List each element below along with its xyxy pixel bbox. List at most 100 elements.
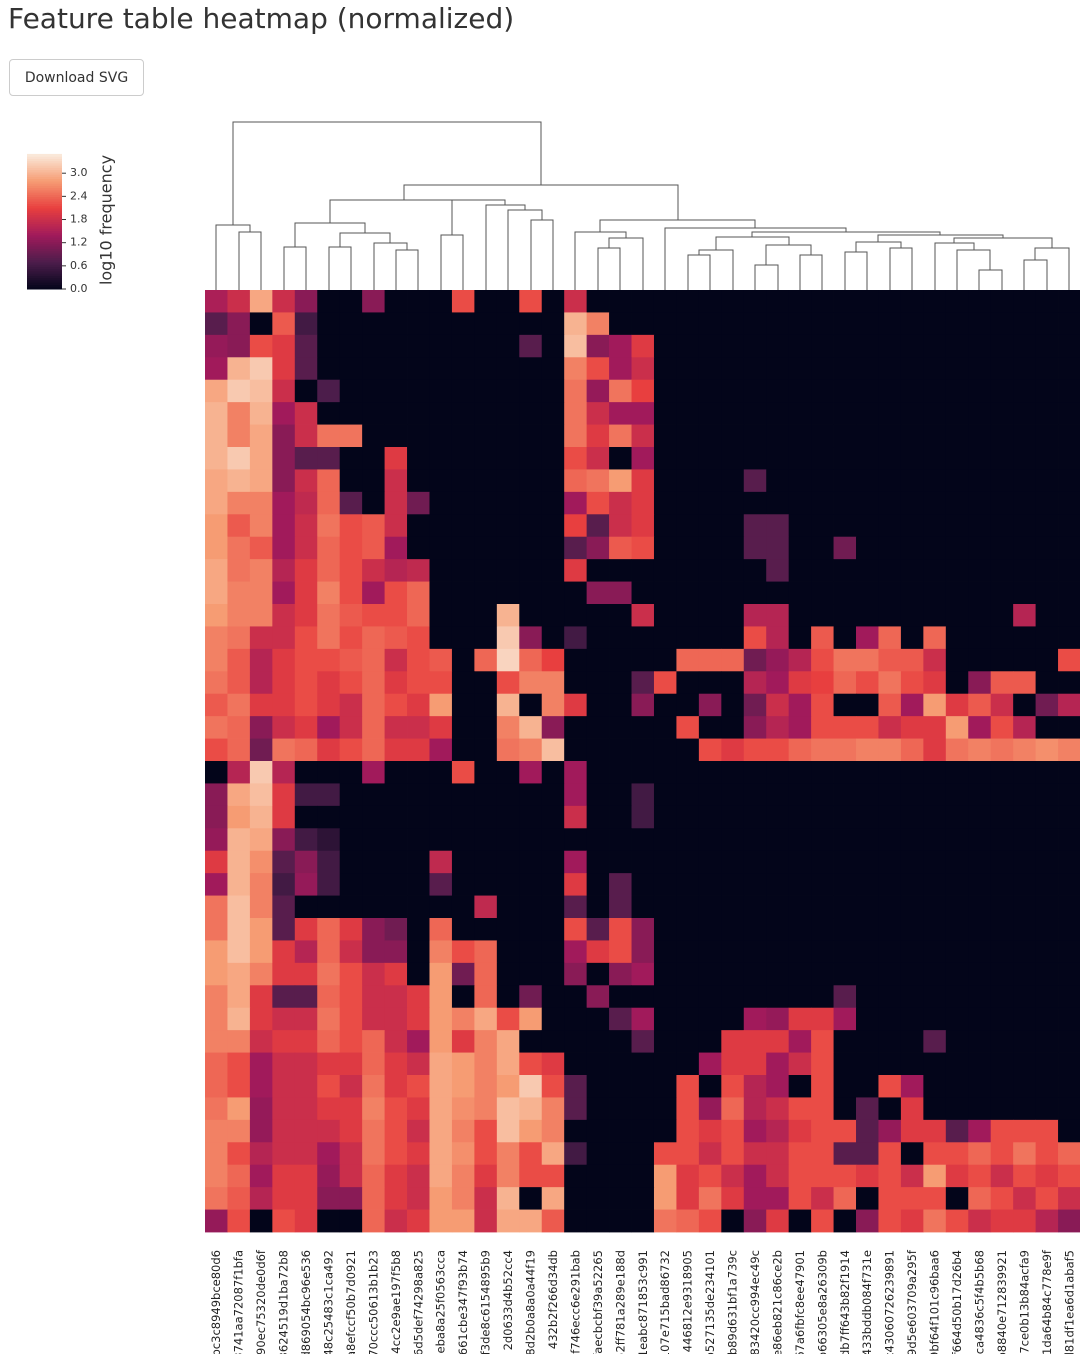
heatmap-cell: [653, 738, 677, 762]
heatmap-cell: [878, 424, 902, 448]
heatmap-cell: [496, 805, 520, 829]
heatmap-cell: [1035, 379, 1059, 403]
heatmap-cell: [362, 895, 385, 919]
heatmap-cell: [496, 290, 520, 313]
heatmap-cell: [676, 828, 700, 852]
heatmap-cell: [878, 805, 902, 829]
heatmap-cell: [609, 873, 632, 896]
heatmap-cell: [811, 379, 834, 403]
heatmap-cell: [496, 873, 520, 896]
heatmap-cell: [631, 761, 655, 784]
heatmap-cell: [721, 1119, 745, 1143]
heatmap-cell: [788, 1164, 812, 1188]
heatmap-cell: [227, 940, 251, 964]
heatmap-cell: [317, 985, 341, 1009]
heatmap-cell: [923, 536, 947, 560]
heatmap-cell: [833, 469, 857, 493]
heatmap-cell: [923, 491, 947, 515]
heatmap-cell: [631, 1209, 655, 1233]
colorbar-segment: [27, 165, 62, 168]
heatmap-cell: [743, 581, 767, 605]
heatmap-cell: [564, 805, 588, 829]
heatmap-cell: [968, 850, 992, 874]
heatmap-cell: [945, 716, 969, 739]
heatmap-cell: [496, 1209, 520, 1233]
heatmap-cell: [564, 334, 588, 358]
heatmap-cell: [384, 1119, 408, 1143]
heatmap-cell: [653, 648, 677, 672]
heatmap-cell: [721, 895, 745, 919]
heatmap-cell: [721, 1142, 745, 1166]
colorbar-segment: [27, 169, 62, 173]
heatmap-cell: [317, 671, 341, 695]
heatmap-cell: [317, 1052, 341, 1076]
heatmap-cell: [900, 312, 924, 336]
heatmap-cell: [205, 1209, 228, 1233]
heatmap-cell: [1013, 334, 1037, 358]
heatmap-cell: [1013, 604, 1037, 627]
heatmap-cell: [564, 514, 588, 538]
heatmap-cell: [541, 290, 565, 313]
heatmap-cell: [676, 1052, 700, 1076]
heatmap-cell: [451, 536, 475, 560]
heatmap-cell: [990, 850, 1014, 874]
heatmap-cell: [294, 514, 318, 538]
heatmap-cell: [631, 1097, 655, 1121]
heatmap-cell: [519, 828, 543, 852]
heatmap-cell: [474, 918, 498, 941]
heatmap-cell: [698, 648, 722, 672]
heatmap-cell: [564, 985, 588, 1009]
heatmap-cell: [1058, 514, 1080, 538]
heatmap-cell: [227, 581, 251, 605]
colorbar-tick-label: 3.0: [70, 166, 88, 179]
heatmap-cell: [900, 985, 924, 1009]
heatmap-cell: [878, 604, 902, 627]
heatmap-cell: [249, 1007, 273, 1031]
heatmap-cell: [519, 357, 543, 381]
heatmap-cell: [407, 1142, 430, 1166]
heatmap-cell: [609, 1164, 632, 1188]
heatmap-cell: [272, 962, 296, 986]
column-label: d81df1ea6d1abaf5: [1062, 1250, 1076, 1354]
heatmap-cell: [923, 1142, 947, 1166]
heatmap-cell: [721, 1052, 745, 1076]
heatmap-cell: [474, 761, 498, 784]
heatmap-cell: [541, 805, 565, 829]
heatmap-cell: [407, 850, 430, 874]
heatmap-cell: [294, 716, 318, 739]
heatmap-cell: [676, 1119, 700, 1143]
heatmap-cell: [205, 761, 228, 784]
heatmap-cell: [900, 716, 924, 739]
heatmap-cell: [856, 626, 879, 650]
heatmap-cell: [474, 850, 498, 874]
heatmap-cell: [856, 357, 879, 381]
dendrogram-link: [599, 219, 756, 232]
heatmap-cell: [788, 895, 812, 919]
download-button[interactable]: Download SVG: [9, 59, 144, 96]
heatmap-cell: [317, 581, 341, 605]
heatmap-cell: [990, 671, 1014, 695]
heatmap-cell: [1058, 738, 1080, 762]
heatmap-cell: [339, 559, 363, 582]
heatmap-cell: [227, 447, 251, 470]
heatmap-cell: [878, 648, 902, 672]
colorbar: 0.00.61.21.82.43.0: [27, 153, 88, 295]
heatmap-cell: [788, 626, 812, 650]
heatmap-cell: [384, 604, 408, 627]
heatmap-cell: [227, 1007, 251, 1031]
heatmap-cell: [339, 1164, 363, 1188]
heatmap-cell: [968, 671, 992, 695]
heatmap-cell: [519, 962, 543, 986]
heatmap-cell: [900, 895, 924, 919]
heatmap-cell: [833, 671, 857, 695]
heatmap-cell: [1035, 850, 1059, 874]
heatmap-cell: [653, 581, 677, 605]
heatmap-cell: [541, 783, 565, 807]
heatmap-cell: [766, 1052, 790, 1076]
heatmap-cell: [519, 312, 543, 336]
heatmap-cell: [878, 1030, 902, 1053]
heatmap-cell: [1058, 985, 1080, 1009]
heatmap-cell: [900, 469, 924, 493]
heatmap-cell: [788, 604, 812, 627]
heatmap-cell: [1013, 761, 1037, 784]
